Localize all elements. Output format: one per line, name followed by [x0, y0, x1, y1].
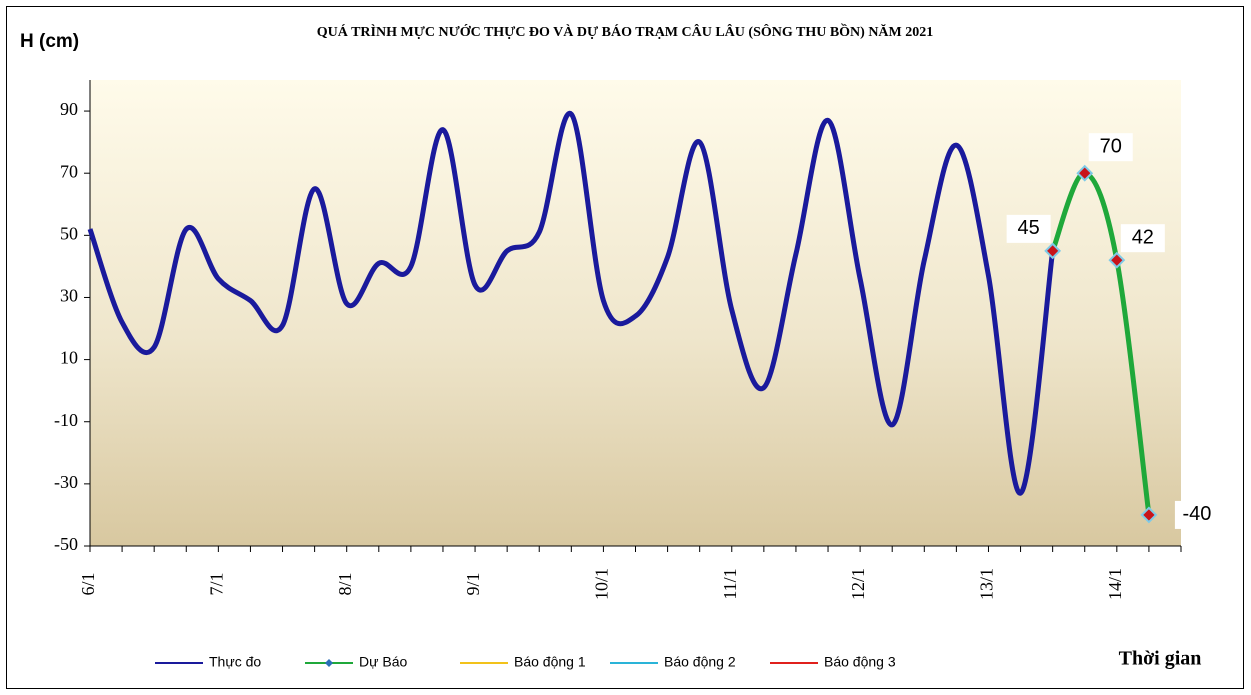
series-line [1050, 170, 1152, 516]
x-tick-label: 9/1 [463, 572, 483, 595]
marker [1076, 164, 1094, 182]
data-label: -40 [1182, 503, 1211, 525]
legend-marker [325, 659, 333, 667]
x-tick-label: 13/1 [977, 568, 997, 600]
x-tick-label: 6/1 [78, 572, 98, 595]
legend-label: Báo động 1 [514, 654, 586, 670]
x-axis-label: Thời gian [1119, 648, 1202, 670]
data-label: 70 [1100, 135, 1122, 157]
data-label-box [1174, 500, 1219, 529]
series-line [87, 111, 1056, 496]
legend-label: Thực đo [209, 654, 261, 670]
data-label: 42 [1132, 226, 1154, 248]
y-tick-label: -10 [54, 410, 78, 430]
y-tick-label: 70 [60, 161, 78, 181]
y-axis-label: H (cm) [20, 31, 79, 52]
chart-title: QUÁ TRÌNH MỰC NƯỚC THỰC ĐO VÀ DỰ BÁO TRẠ… [317, 22, 934, 40]
marker [1108, 251, 1126, 269]
x-tick-label: 12/1 [848, 568, 868, 600]
legend-label: Báo động 3 [824, 654, 896, 670]
x-tick-label: 14/1 [1105, 568, 1125, 600]
y-tick-label: -30 [54, 472, 78, 492]
x-tick-label: 10/1 [592, 568, 612, 600]
y-tick-label: -50 [54, 534, 78, 554]
y-tick-label: 10 [60, 348, 78, 368]
data-label-box [1120, 224, 1165, 253]
y-tick-label: 30 [60, 286, 78, 306]
x-tick-label: 11/1 [720, 568, 740, 599]
x-tick-label: 7/1 [206, 572, 226, 595]
marker [1140, 506, 1158, 524]
y-tick-label: 50 [60, 223, 78, 243]
x-tick-label: 8/1 [335, 572, 355, 595]
data-label-box [1006, 214, 1051, 243]
y-tick-label: 90 [60, 99, 78, 119]
legend-label: Dự Báo [359, 654, 407, 670]
marker [1044, 242, 1062, 260]
data-label: 45 [1018, 217, 1040, 239]
legend-label: Báo động 2 [664, 654, 736, 670]
data-label-box [1088, 133, 1133, 162]
